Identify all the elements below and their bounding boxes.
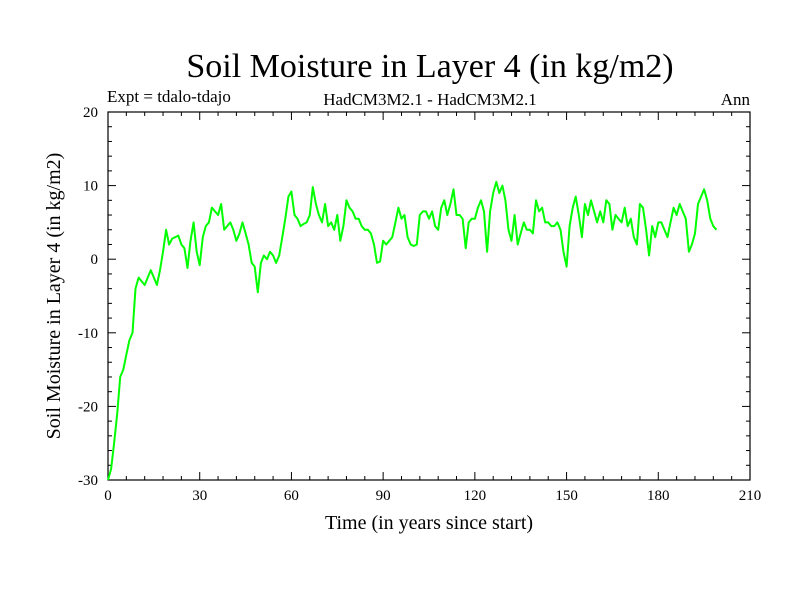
experiment-label: Expt = tdalo-tdajo: [107, 87, 231, 106]
series-line: [107, 180, 718, 481]
season-label: Ann: [721, 90, 751, 109]
y-tick-label: -10: [78, 326, 98, 342]
y-axis-label: Soil Moisture in Layer 4 (in kg/m2): [43, 153, 65, 440]
y-tick-label: 0: [91, 252, 99, 268]
x-tick-label: 180: [647, 488, 670, 504]
x-axis-label: Time (in years since start): [325, 512, 533, 534]
model-label: HadCM3M2.1 - HadCM3M2.1: [323, 90, 536, 109]
y-tick-label: -30: [78, 473, 98, 489]
y-tick-label: 10: [83, 179, 98, 195]
y-tick-label: -20: [78, 399, 98, 415]
chart-title: Soil Moisture in Layer 4 (in kg/m2): [186, 48, 673, 85]
plot-frame: [107, 111, 751, 481]
y-tick-label: 20: [83, 105, 98, 121]
x-tick-label: 30: [192, 488, 207, 504]
x-tick-label: 120: [464, 488, 487, 504]
tick-labels: 0 30 60 90 120 150 180 210 -30 -20 -10 0 10 20: [78, 105, 761, 504]
x-tick-label: 60: [284, 488, 299, 504]
x-tick-label: 90: [376, 488, 391, 504]
axis-ticks: [107, 111, 751, 481]
x-tick-label: 210: [739, 488, 762, 504]
x-tick-label: 0: [104, 488, 112, 504]
x-tick-label: 150: [555, 488, 578, 504]
